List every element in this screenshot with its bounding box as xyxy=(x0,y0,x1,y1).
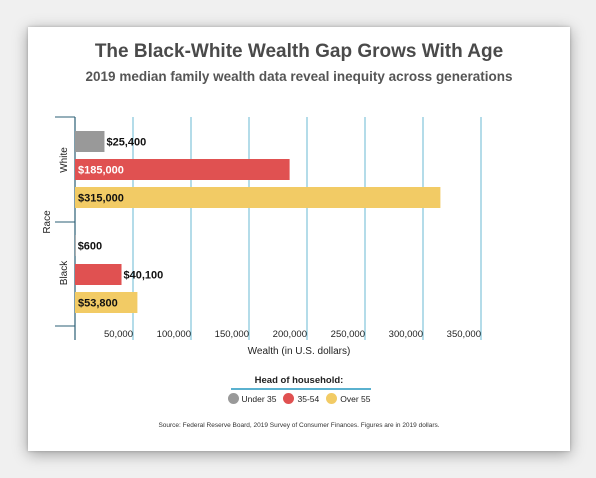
x-tick-label: 150,000 xyxy=(215,329,249,340)
bar-black-1 xyxy=(75,264,122,285)
bar-black-0 xyxy=(75,235,76,256)
legend-label-over-55: Over 55 xyxy=(340,393,371,404)
legend-swatch-35-54 xyxy=(283,393,295,404)
x-tick-label: 300,000 xyxy=(389,329,423,340)
legend-item-over-55: Over 55 xyxy=(326,393,370,404)
legend-swatch-over-55 xyxy=(326,393,338,404)
data-label: $40,100 xyxy=(124,270,164,282)
bar-black-2 xyxy=(75,292,138,313)
legend: Under 35 35-54 Over 55 xyxy=(28,393,570,404)
bar-white-1 xyxy=(75,159,290,180)
data-label: $315,000 xyxy=(78,193,124,205)
chart-subtitle: 2019 median family wealth data reveal in… xyxy=(85,69,513,84)
x-tick-label: 200,000 xyxy=(273,329,307,340)
legend-divider xyxy=(231,388,371,390)
x-tick-label: 350,000 xyxy=(447,329,481,340)
bar-chart: $25,400 $185,000 $315,000 $600 $40,100 $53,80… xyxy=(42,116,482,357)
data-label: $600 xyxy=(78,241,102,253)
legend-swatch-under-35 xyxy=(227,393,239,404)
legend-title: Head of household: xyxy=(254,375,344,386)
legend-item-35-54: 35-54 xyxy=(283,393,319,404)
category-label: White xyxy=(59,147,70,173)
y-axis-title: Race xyxy=(42,210,53,234)
bar-white-2 xyxy=(75,187,441,208)
data-label: $25,400 xyxy=(106,137,146,149)
data-label: $53,800 xyxy=(78,298,118,310)
chart-card: The Black-White Wealth Gap Grows With Ag… xyxy=(28,27,570,451)
chart-title: The Black-White Wealth Gap Grows With Ag… xyxy=(94,41,504,62)
x-tick-label: 250,000 xyxy=(331,329,365,340)
x-tick-label: 100,000 xyxy=(157,329,191,340)
x-axis-title: Wealth (in U.S. dollars) xyxy=(248,346,351,357)
x-tick-label: 50,000 xyxy=(104,329,133,340)
category-label: Black xyxy=(59,260,70,285)
legend-label-35-54: 35-54 xyxy=(297,393,320,404)
legend-item-under-35: Under 35 xyxy=(227,393,277,404)
bar-white-0 xyxy=(75,131,105,152)
source-note: Source: Federal Reserve Board, 2019 Surv… xyxy=(158,422,440,429)
legend-label-under-35: Under 35 xyxy=(241,393,277,404)
data-label: $185,000 xyxy=(78,165,124,177)
